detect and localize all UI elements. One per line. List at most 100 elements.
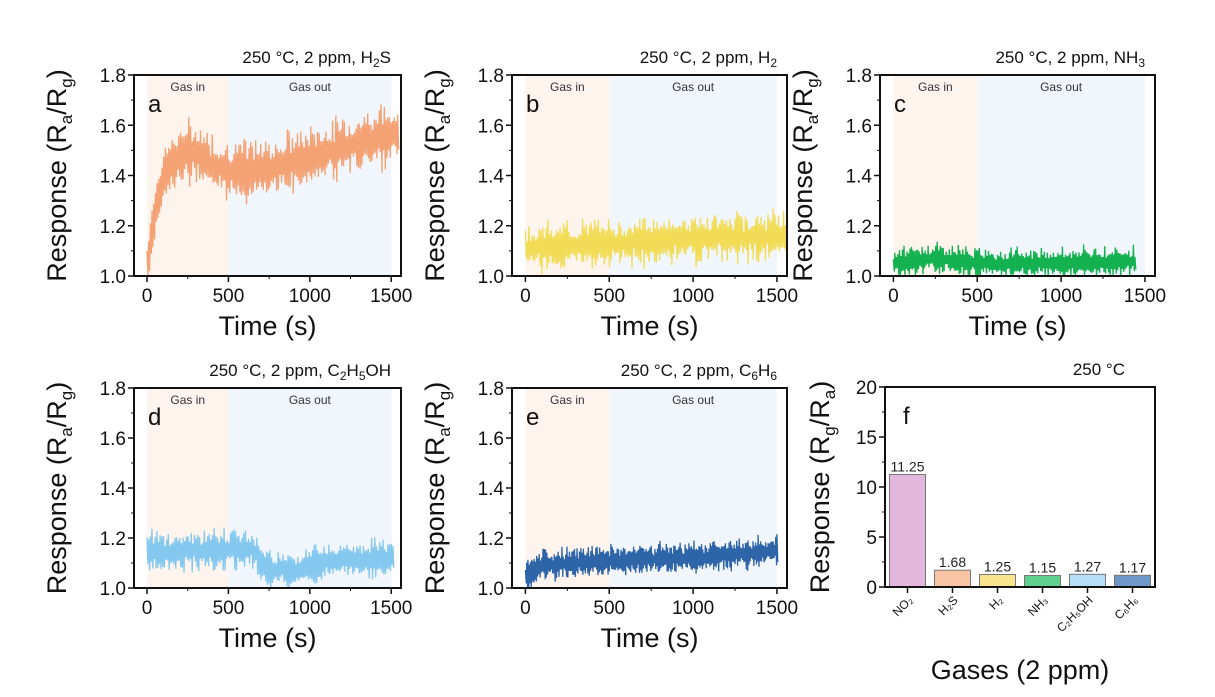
x-tick-label: 1000: [672, 598, 714, 619]
ylabel-subscript: g: [57, 78, 76, 87]
y-tick-label: 1.6: [100, 429, 126, 450]
y-tick-label: 1.0: [478, 579, 504, 600]
x-tick-label: 0: [142, 286, 153, 307]
y-axis-title: Response (Ra/Rg): [42, 382, 76, 595]
panel-letter: e: [526, 404, 539, 431]
ylabel-part: /R: [42, 88, 72, 115]
ylabel-part: /R: [805, 399, 835, 426]
y-tick-label: 5: [866, 528, 877, 549]
x-tick-label: 1500: [370, 598, 412, 619]
panel-title: 250 °C, 2 ppm, H2S: [242, 48, 391, 70]
title-subscript: 3: [1138, 56, 1145, 70]
bar: [1114, 574, 1151, 588]
title-part: H: [758, 361, 770, 380]
y-tick-label: 1.6: [100, 116, 126, 137]
response-series: [146, 527, 395, 589]
y-tick-label: 1.6: [478, 429, 504, 450]
x-tick-label: 1000: [672, 286, 714, 307]
y-axis-title: Response (Ra/Rg): [788, 69, 822, 282]
bar-value-label: 1.27: [1074, 558, 1101, 574]
x-axis-title: Time (s): [219, 623, 317, 653]
gas-in-region: [893, 75, 978, 276]
y-tick-label: 1.0: [846, 267, 872, 288]
panel-title: 250 °C: [1073, 360, 1125, 379]
title-part: H: [347, 361, 359, 380]
panel-letter: b: [526, 91, 539, 118]
x-tick-label: 0: [888, 286, 899, 307]
y-tick-label: 1.6: [846, 116, 872, 137]
ylabel-subscript: g: [820, 426, 839, 435]
ylabel-subscript: a: [435, 114, 454, 124]
ylabel-part: ): [42, 382, 72, 391]
panel-title: 250 °C, 2 ppm, C6H6: [621, 361, 778, 383]
bar: [1069, 573, 1106, 588]
x-axis-title: Time (s): [601, 623, 699, 653]
response-series: [524, 208, 787, 275]
gas-out-label: Gas out: [289, 393, 332, 407]
response-series: [892, 241, 1137, 277]
ylabel-part: Response (R: [788, 124, 818, 282]
y-tick-label: 1.8: [100, 66, 126, 87]
response-series: [524, 534, 779, 589]
category-label: NH₃: [1025, 593, 1051, 619]
bar-value-label: 1.15: [1029, 560, 1056, 576]
panel-d: Gas in Gas out 0 500 1000 1500 1.0 1.2 1.4 1.6 1.8…: [42, 361, 412, 653]
panel-letter: f: [903, 403, 910, 430]
ylabel-part: Response (R: [42, 437, 72, 595]
bar: [934, 569, 971, 588]
y-axis-title: Response (Ra/Rg): [42, 69, 76, 282]
x-tick-label: 1000: [1040, 286, 1082, 307]
gas-out-label: Gas out: [1040, 80, 1083, 94]
category-label: H₂S: [936, 593, 961, 618]
y-tick-label: 1.4: [100, 167, 127, 188]
title-subscript: 2: [373, 56, 380, 70]
category-label: C₆H₆: [1112, 593, 1141, 622]
title-subscript: 2: [340, 369, 347, 383]
ylabel-part: Response (R: [420, 124, 450, 282]
panel-title: 250 °C, 2 ppm, C2H5OH: [209, 361, 391, 383]
ylabel-part: /R: [420, 400, 450, 427]
gas-in-label: Gas in: [550, 80, 585, 94]
gas-out-label: Gas out: [289, 80, 332, 94]
ylabel-part: ): [788, 69, 818, 78]
ylabel-subscript: g: [57, 391, 76, 400]
ylabel-subscript: a: [435, 427, 454, 437]
gas-in-label: Gas in: [550, 393, 585, 407]
ylabel-part: Response (R: [420, 437, 450, 595]
title-part: 250 °C, 2 ppm, C: [209, 361, 340, 380]
y-tick-label: 1.2: [100, 529, 126, 550]
category-label: NO₂: [890, 593, 916, 619]
title-part: S: [380, 48, 391, 67]
ylabel-part: /R: [42, 400, 72, 427]
ylabel-subscript: g: [803, 78, 822, 87]
ylabel-subscript: a: [820, 389, 839, 399]
ylabel-subscript: a: [57, 114, 76, 124]
y-tick-label: 1.2: [478, 217, 504, 238]
y-axis-title: Response (Ra/Rg): [420, 382, 454, 595]
panel-a: Gas in Gas out 0 500 1000 1500 1.0 1.2 1.4 1.6 1.8…: [42, 48, 412, 341]
bar-value-label: 1.68: [939, 554, 966, 570]
x-tick-label: 1500: [1124, 286, 1166, 307]
panel-letter: a: [148, 91, 162, 118]
y-tick-label: 1.4: [100, 479, 127, 500]
gas-in-label: Gas in: [918, 80, 953, 94]
y-tick-label: 1.8: [478, 66, 504, 87]
y-tick-label: 20: [856, 378, 877, 399]
x-axis-title: Time (s): [601, 311, 699, 341]
x-tick-label: 1500: [756, 598, 798, 619]
title-subscript: 6: [770, 369, 777, 383]
title-part: 250 °C, 2 ppm, H: [242, 48, 373, 67]
ylabel-part: ): [42, 69, 72, 78]
x-tick-label: 1000: [289, 598, 331, 619]
y-tick-label: 1.8: [846, 66, 872, 87]
bar-value-label: 1.25: [984, 559, 1011, 575]
x-tick-label: 500: [593, 598, 625, 619]
x-tick-label: 1500: [370, 286, 412, 307]
panel-letter: c: [894, 91, 906, 118]
gas-out-label: Gas out: [672, 80, 715, 94]
y-axis-title: Response (Rg/Ra): [805, 381, 839, 594]
x-tick-label: 0: [520, 286, 531, 307]
x-axis-title: Time (s): [219, 311, 317, 341]
y-tick-label: 1.2: [846, 217, 872, 238]
y-tick-label: 0: [866, 578, 877, 599]
